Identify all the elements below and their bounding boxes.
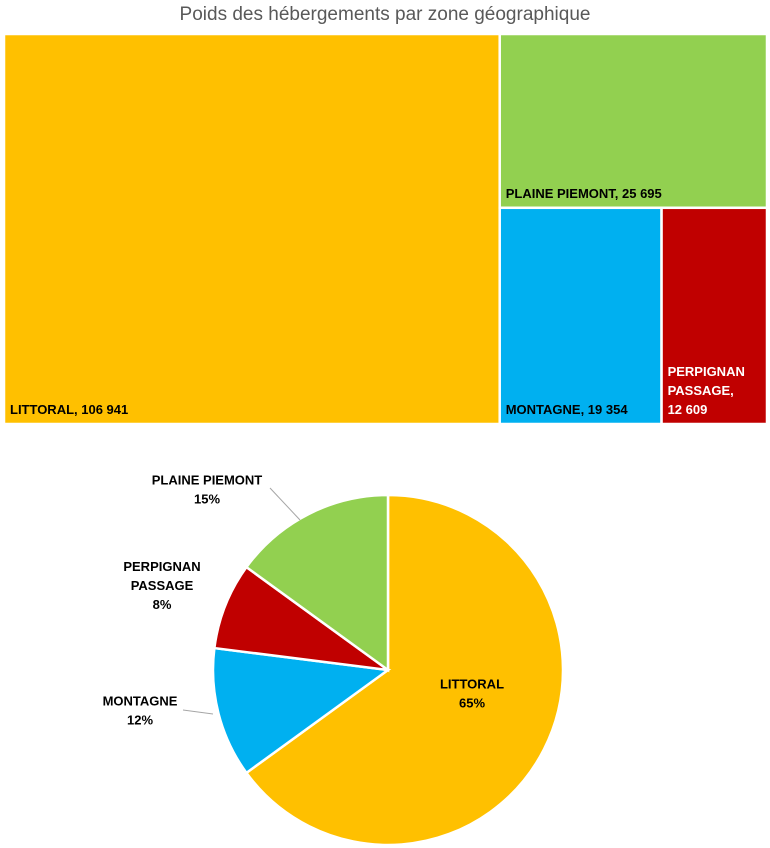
pie-label-littoral: 65% <box>459 696 485 711</box>
treemap-label-montagne: MONTAGNE, 19 354 <box>506 402 629 417</box>
pie-label-plaine-piemont: 15% <box>194 492 220 507</box>
pie-label-littoral: LITTORAL <box>440 677 504 692</box>
treemap-tile-montagne <box>498 206 663 426</box>
pie-label-perpignan-passage: PERPIGNAN <box>123 559 200 574</box>
pie-label-montagne: 12% <box>127 713 153 728</box>
pie-slice-plaine-piemont <box>244 493 390 673</box>
treemap-label-perpignan-passage: PERPIGNAN <box>668 364 745 379</box>
pie-label-perpignan-passage: 8% <box>153 597 172 612</box>
treemap-label-littoral: LITTORAL, 106 941 <box>10 402 128 417</box>
pie-slice-montagne <box>211 646 392 775</box>
treemap-label-plaine-piemont: PLAINE PIEMONT, 25 695 <box>506 186 662 201</box>
leader-line <box>182 709 214 715</box>
treemap-label-perpignan-passage: PASSAGE, <box>668 383 734 398</box>
treemap-label-perpignan-passage: 12 609 <box>668 402 708 417</box>
chart-title: Poids des hébergements par zone géograph… <box>179 4 591 25</box>
treemap-tile-perpignan-passage <box>660 206 769 426</box>
leader-line <box>269 487 301 521</box>
pie-label-plaine-piemont: PLAINE PIEMONT <box>152 473 263 488</box>
treemap-tile-littoral <box>2 32 501 426</box>
pie-label-montagne: MONTAGNE <box>103 694 178 709</box>
pie-label-perpignan-passage: PASSAGE <box>131 578 194 593</box>
treemap-tile-plaine-piemont <box>498 32 769 210</box>
pie-slice-littoral <box>244 493 565 847</box>
